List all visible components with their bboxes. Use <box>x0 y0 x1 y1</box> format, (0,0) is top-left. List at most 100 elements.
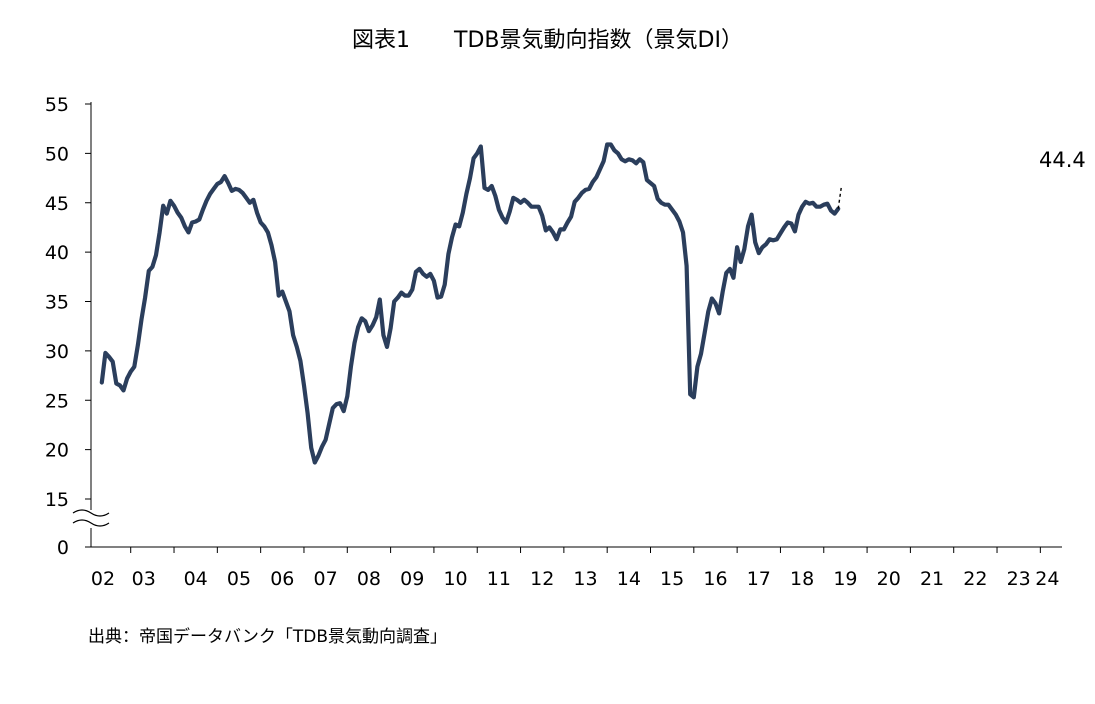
data-point <box>473 157 475 159</box>
data-point <box>581 192 583 194</box>
data-point <box>815 206 818 208</box>
data-point <box>451 236 453 238</box>
data-point <box>242 192 244 194</box>
x-tick-label: 06 <box>270 568 294 590</box>
data-point <box>830 210 832 212</box>
data-point <box>491 185 493 187</box>
data-point <box>159 231 161 233</box>
data-point <box>613 149 616 151</box>
data-point <box>772 239 774 241</box>
x-tick-label: 19 <box>833 568 857 590</box>
data-point <box>722 291 724 293</box>
data-point <box>436 297 439 299</box>
data-point <box>534 206 536 208</box>
y-tick-label: 0 <box>57 537 69 559</box>
axis-break-mark <box>72 509 110 517</box>
data-point <box>682 231 684 233</box>
data-point <box>501 217 504 219</box>
data-point <box>660 202 662 204</box>
data-point <box>707 310 709 312</box>
data-point <box>787 221 789 224</box>
x-tick-label: 08 <box>357 568 381 590</box>
data-point <box>296 346 298 348</box>
data-point <box>621 158 623 160</box>
x-tick-label: 15 <box>660 568 684 590</box>
series-line-景気DI <box>99 142 841 465</box>
x-tick-label: 21 <box>920 568 944 590</box>
data-point <box>642 161 644 163</box>
x-tick-label: 16 <box>703 568 727 590</box>
data-point <box>426 276 428 278</box>
data-point <box>335 403 338 405</box>
data-point <box>227 182 229 184</box>
x-tick-label: 14 <box>617 568 641 590</box>
y-tick-label: 50 <box>45 143 69 165</box>
data-point <box>732 277 735 279</box>
x-tick-label: 03 <box>132 568 156 590</box>
data-point <box>761 246 764 248</box>
data-point <box>462 212 464 214</box>
data-point <box>198 218 200 221</box>
y-tick-label: 35 <box>45 292 69 314</box>
data-point <box>126 377 128 380</box>
data-point <box>530 206 533 208</box>
x-tick-label: 18 <box>790 568 814 590</box>
data-point <box>667 204 670 206</box>
data-point <box>747 225 749 227</box>
data-point <box>779 232 782 234</box>
data-point <box>140 318 143 320</box>
data-point <box>570 216 572 218</box>
data-point <box>191 221 193 224</box>
data-point <box>422 273 424 275</box>
data-point <box>617 152 619 154</box>
data-point <box>130 371 132 373</box>
data-point <box>494 195 496 197</box>
data-point <box>415 271 417 273</box>
data-point <box>400 292 402 294</box>
data-point <box>483 187 486 189</box>
x-tick-label: 23 <box>1007 568 1031 590</box>
data-point <box>765 243 767 245</box>
data-point <box>299 360 301 362</box>
data-point <box>714 302 717 305</box>
data-point <box>263 225 265 227</box>
data-point <box>563 228 565 230</box>
tick-labels: 55 50 45 40 35 30 25 20 15 0 02 03 04 05 06 07 08 09 10 11 1… <box>45 94 1060 590</box>
data-point <box>104 352 106 354</box>
annotations: 44.4 <box>837 148 1086 209</box>
data-point <box>274 261 276 263</box>
x-tick-label: 24 <box>1035 568 1059 590</box>
data-point <box>307 412 309 414</box>
data-point <box>440 296 442 298</box>
y-tick-label: 25 <box>45 390 69 412</box>
data-point <box>826 203 829 205</box>
x-tick-label: 04 <box>184 568 208 590</box>
data-point <box>112 361 114 363</box>
data-point <box>278 295 280 297</box>
data-point <box>285 300 287 303</box>
series-layer <box>99 142 841 465</box>
data-point <box>372 324 374 326</box>
data-point <box>288 310 291 312</box>
data-point <box>556 238 558 240</box>
data-point <box>693 396 695 398</box>
data-point <box>649 182 652 184</box>
data-point <box>834 213 836 215</box>
data-point <box>801 206 803 208</box>
data-point <box>444 284 446 286</box>
data-point <box>769 238 771 240</box>
data-point <box>357 326 359 328</box>
data-point <box>119 384 121 386</box>
data-point <box>458 225 460 227</box>
data-point <box>238 189 240 191</box>
data-point <box>209 193 211 195</box>
data-point <box>751 214 753 216</box>
data-point <box>664 204 666 206</box>
data-point <box>375 316 377 318</box>
data-point <box>704 332 706 334</box>
y-tick-label: 55 <box>45 94 69 116</box>
data-point <box>509 211 511 213</box>
data-point <box>249 202 251 204</box>
data-point <box>393 300 395 303</box>
x-tick-label: 09 <box>400 568 424 590</box>
